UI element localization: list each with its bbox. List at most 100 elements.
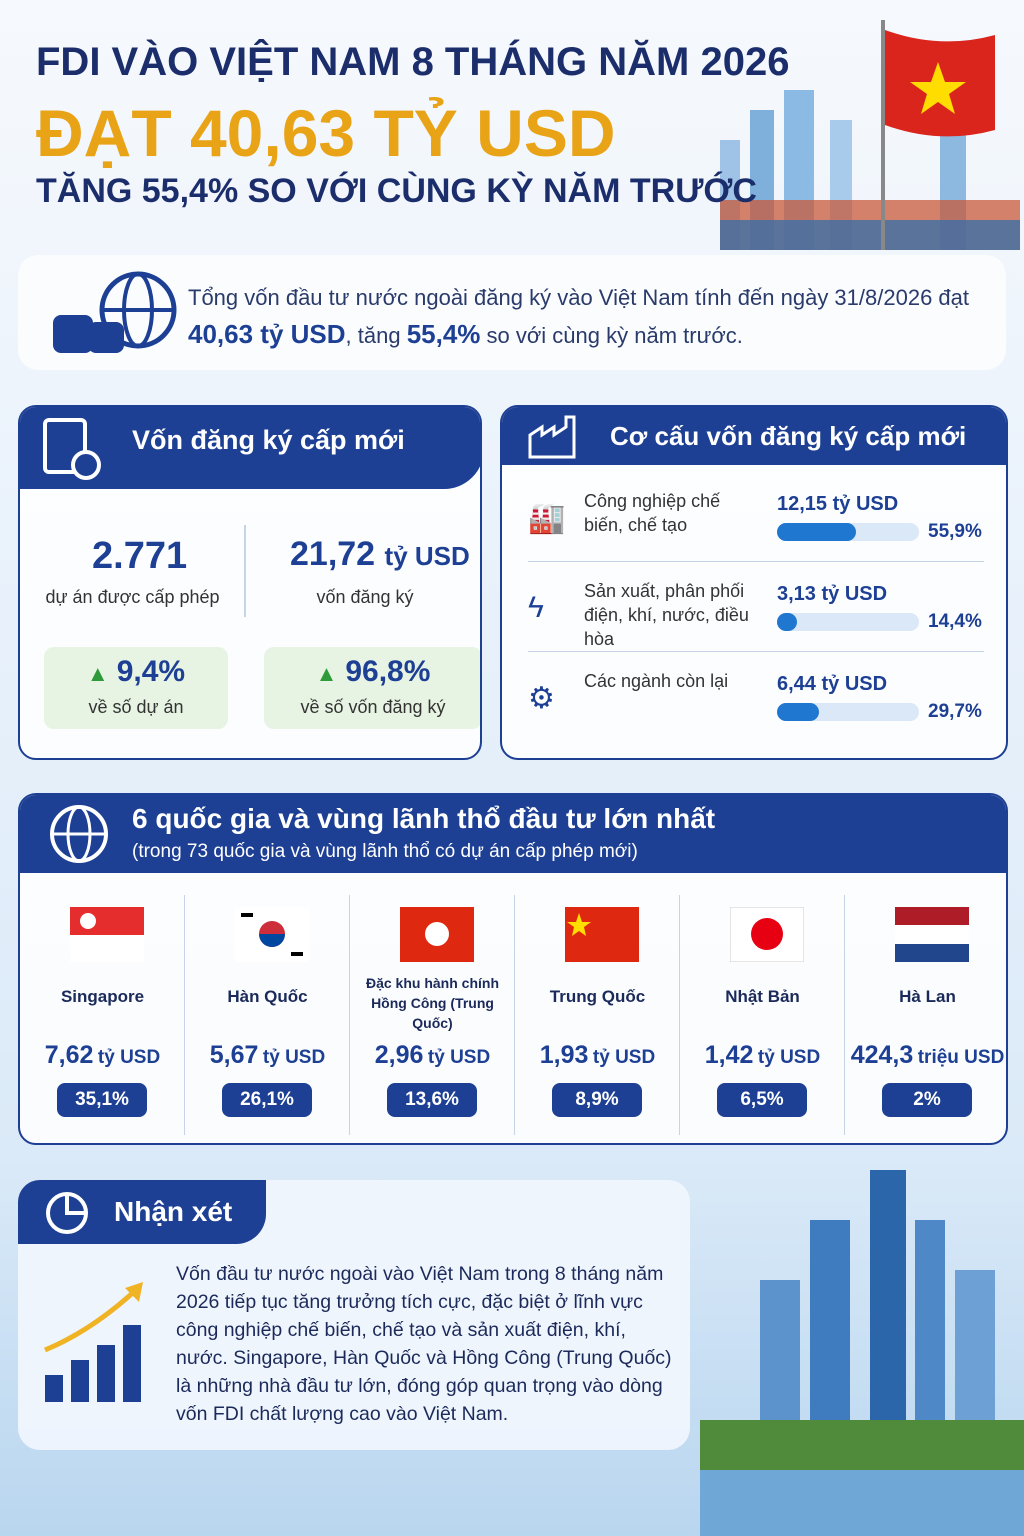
amount-unit: tỷ USD xyxy=(592,1047,656,1068)
summary-box: Tổng vốn đầu tư nước ngoài đăng ký vào V… xyxy=(18,255,1006,370)
title: FDI VÀO VIỆT NAM 8 THÁNG NĂM 2026 xyxy=(36,40,790,84)
bar xyxy=(777,523,857,541)
amount-value: 2,96 xyxy=(374,1041,424,1069)
sector-name: Sản xuất, phân phối điện, khí, nước, điề… xyxy=(584,581,749,649)
arrow-up: ▲ xyxy=(315,661,338,686)
share-pill: 2% xyxy=(882,1083,972,1117)
amount-unit: triệu USD xyxy=(917,1047,1005,1068)
sector-name: Các ngành còn lại xyxy=(584,671,729,691)
growth-box: ▲ 96,8% về số vốn đăng ký xyxy=(264,647,480,729)
icon xyxy=(528,415,576,459)
icon xyxy=(53,271,177,353)
amount-unit: tỷ USD xyxy=(427,1047,491,1068)
share-label: 29,7% xyxy=(928,701,982,722)
country: Singapore 7,62 tỷ USD 35,1% xyxy=(20,895,185,1135)
divider xyxy=(528,651,984,652)
country: Trung Quốc 1,93 tỷ USD 8,9% xyxy=(515,895,680,1135)
sector-name: Công nghiệp chế biến, chế tạo xyxy=(584,491,721,535)
sector-amount: 3,13 tỷ USD xyxy=(777,583,888,605)
bar xyxy=(777,703,820,721)
country-name: Trung Quốc xyxy=(549,987,646,1006)
country-name: Hà Lan xyxy=(899,987,956,1006)
amount-value: 5,67 xyxy=(209,1041,259,1069)
country: Đặc khu hành chính Hồng Công (Trung Quốc… xyxy=(350,895,515,1135)
amount-unit: tỷ USD xyxy=(97,1047,161,1068)
bar-track xyxy=(777,523,919,541)
country-amount: 7,62 tỷ USD xyxy=(20,1041,185,1070)
flag xyxy=(70,907,144,962)
header-illustration xyxy=(720,20,1020,250)
growth-label: về số vốn đăng ký xyxy=(300,697,446,717)
sector-icon: ⚙ xyxy=(528,682,555,715)
text: Tổng vốn đầu tư nước ngoài đăng ký vào V… xyxy=(188,285,969,310)
icon xyxy=(44,1282,143,1402)
card-header: Cơ cấu vốn đăng ký cấp mới xyxy=(502,407,1006,465)
flag xyxy=(235,907,309,962)
investors-card: 6 quốc gia và vùng lãnh thổ đầu tư lớn n… xyxy=(18,793,1008,1145)
icon xyxy=(50,805,108,863)
country-name: Hàn Quốc xyxy=(227,987,308,1006)
divider xyxy=(528,561,984,562)
country-amount: 1,93 tỷ USD xyxy=(515,1041,680,1070)
bar-track xyxy=(777,613,919,631)
comment-header: Nhận xét xyxy=(18,1180,266,1244)
amount-unit: tỷ USD xyxy=(757,1047,821,1068)
comment-box: Nhận xét Vốn đầu tư nước ngoài vào Việt … xyxy=(18,1180,690,1450)
country-amount: 424,3 triệu USD xyxy=(845,1041,1006,1070)
card-title: Cơ cấu vốn đăng ký cấp mới xyxy=(610,421,967,451)
country-amount: 1,42 tỷ USD xyxy=(680,1041,845,1070)
amount-value: 424,3 xyxy=(850,1041,914,1069)
share-label: 55,9% xyxy=(928,521,982,542)
headline: ĐẠT 40,63 TỶ USD xyxy=(36,96,616,170)
icon xyxy=(43,418,101,480)
sector-icon: 🏭 xyxy=(528,502,566,535)
text: , tăng xyxy=(345,323,407,348)
label: vốn đăng ký xyxy=(316,587,414,607)
amount: 40,63 tỷ USD xyxy=(188,319,346,349)
growth-value: ▲ 96,8% xyxy=(264,655,480,689)
sector-icon: ϟ xyxy=(528,591,544,624)
card-title: Vốn đăng ký cấp mới xyxy=(132,425,405,455)
growth-number: 9,4% xyxy=(116,655,186,688)
comment-title: Nhận xét xyxy=(114,1196,233,1227)
comment-text: Vốn đầu tư nước ngoài vào Việt Nam trong… xyxy=(176,1263,672,1425)
amount-value: 1,42 xyxy=(704,1041,754,1069)
country: Hàn Quốc 5,67 tỷ USD 26,1% xyxy=(185,895,350,1135)
country-name: Nhật Bản xyxy=(725,987,800,1006)
country: Hà Lan 424,3 triệu USD 2% xyxy=(845,895,1006,1135)
text: so với cùng kỳ năm trước. xyxy=(480,323,743,348)
card-header: Vốn đăng ký cấp mới xyxy=(20,407,480,489)
card-header: 6 quốc gia và vùng lãnh thổ đầu tư lớn n… xyxy=(20,795,1006,873)
bar-track xyxy=(777,703,919,721)
country-amount: 5,67 tỷ USD xyxy=(185,1041,350,1070)
country-amount: 2,96 tỷ USD xyxy=(350,1041,515,1070)
flag xyxy=(565,907,639,962)
amount-unit: tỷ USD xyxy=(262,1047,326,1068)
share-label: 14,4% xyxy=(928,611,982,632)
growth: 55,4% xyxy=(406,319,481,349)
sector-amount: 6,44 tỷ USD xyxy=(777,673,888,695)
unit: tỷ USD xyxy=(384,541,470,571)
projects: 2.771 xyxy=(92,535,188,577)
growth-number: 96,8% xyxy=(345,655,431,688)
sector-amount: 12,15 tỷ USD xyxy=(777,493,899,515)
share-pill: 6,5% xyxy=(717,1083,807,1117)
divider xyxy=(244,525,246,617)
country-name: Singapore xyxy=(60,987,145,1006)
share-pill: 8,9% xyxy=(552,1083,642,1117)
card-title: 6 quốc gia và vùng lãnh thổ đầu tư lớn n… xyxy=(132,803,716,834)
label: dự án được cấp phép xyxy=(45,587,220,607)
icon xyxy=(46,1192,88,1234)
flag xyxy=(730,907,804,962)
city-illustration xyxy=(700,1170,1024,1536)
amount-value: 7,62 xyxy=(44,1041,94,1069)
growth-value: ▲ 9,4% xyxy=(44,655,228,689)
subtitle: TĂNG 55,4% SO VỚI CÙNG KỲ NĂM TRƯỚC xyxy=(36,172,757,210)
amount-value: 1,93 xyxy=(539,1041,589,1069)
card-subtitle: (trong 73 quốc gia và vùng lãnh thổ có d… xyxy=(132,841,638,862)
share-pill: 13,6% xyxy=(387,1083,477,1117)
flag xyxy=(400,907,474,962)
growth-box: ▲ 9,4% về số dự án xyxy=(44,647,228,729)
growth-label: về số dự án xyxy=(88,697,184,717)
